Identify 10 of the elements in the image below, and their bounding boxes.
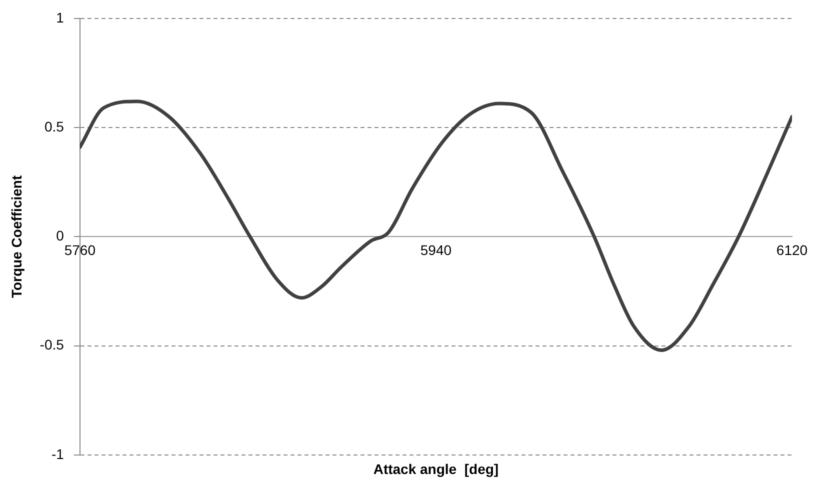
y-tick-label: 0.5 [44, 118, 64, 134]
x-axis-title: Attack angle [deg] [373, 460, 499, 477]
y-axis-title: Torque Coefficient [8, 175, 24, 298]
y-tick-label: -1 [51, 446, 64, 462]
x-tick-label: 5940 [420, 242, 452, 258]
y-tick-label: 0 [56, 228, 64, 244]
y-tick-label: 1 [56, 9, 64, 26]
x-tick-label: 6120 [776, 242, 808, 258]
x-tick-label: 5760 [64, 242, 96, 258]
y-tick-label: -0.5 [40, 336, 64, 353]
